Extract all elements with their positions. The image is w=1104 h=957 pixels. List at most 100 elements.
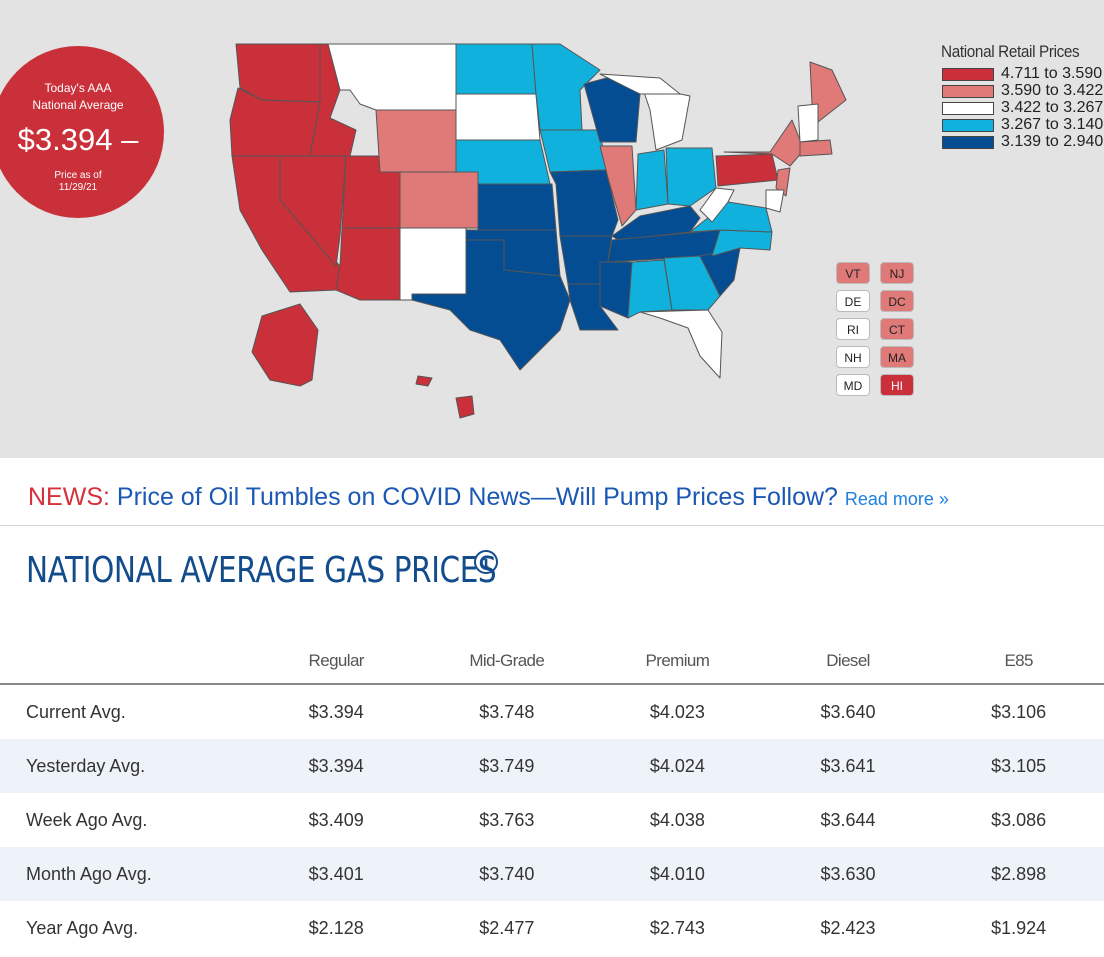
legend-item: 3.590 to 3.422 — [941, 82, 1104, 99]
row-label: Year Ago Avg. — [26, 917, 139, 938]
state-md-de — [765, 189, 785, 213]
column-header: E85 — [933, 638, 1104, 685]
price-cell: $2.743 — [649, 917, 705, 938]
badge-asof-date: 11/29/21 — [58, 182, 98, 193]
news-tag: NEWS: — [28, 483, 110, 511]
state-sd — [455, 93, 541, 141]
state-mt — [327, 43, 457, 111]
state-chip-nj[interactable]: NJ — [880, 262, 914, 284]
price-cell: $2.423 — [820, 917, 876, 938]
read-more-link[interactable]: Read more » — [844, 489, 949, 509]
column-header: Diesel — [762, 638, 934, 685]
state-me — [809, 61, 847, 123]
legend-item: 3.267 to 3.140 — [941, 116, 1104, 133]
price-cell: $2.477 — [479, 917, 535, 938]
legend-item: 3.422 to 3.267 — [941, 99, 1104, 116]
map-section: Today's AAA National Average $3.394 – Pr… — [0, 0, 1104, 458]
state-mo — [549, 169, 619, 237]
column-header: Regular — [250, 638, 422, 685]
legend-title: National Retail Prices — [941, 42, 1080, 61]
state-nd — [455, 43, 537, 95]
state-wy — [375, 109, 457, 173]
price-cell: $3.086 — [991, 809, 1047, 830]
table-header-row: Regular Mid-Grade Premium Diesel E85 — [0, 638, 1104, 685]
legend-swatch — [942, 136, 994, 149]
state-ak — [251, 303, 319, 387]
price-cell: $3.401 — [250, 847, 422, 901]
legend-range-label: 3.267 to 3.140 — [1001, 116, 1104, 133]
state-chip-hi[interactable]: HI — [880, 374, 914, 396]
legend-item: 4.711 to 3.590 — [941, 65, 1104, 82]
price-legend: National Retail Prices 4.711 to 3.590 3.5… — [941, 42, 1104, 150]
price-cell: $3.105 — [933, 739, 1104, 793]
price-cell: $1.924 — [991, 917, 1047, 938]
price-cell: $4.023 — [649, 701, 705, 722]
price-cell: $3.740 — [421, 847, 593, 901]
row-label: Yesterday Avg. — [0, 739, 251, 793]
state-ma — [799, 139, 833, 157]
legend-swatch — [942, 119, 994, 132]
price-cell: $4.010 — [592, 847, 763, 901]
table-row: Week Ago Avg. $3.409 $3.763 $4.038 $3.644 $3.… — [0, 793, 1104, 847]
news-banner: NEWS: Price of Oil Tumbles on COVID News… — [28, 481, 1088, 515]
row-label: Week Ago Avg. — [26, 809, 148, 830]
state-nh-vt — [797, 103, 819, 143]
page-title: NATIONAL AVERAGE GAS PRICES — [26, 550, 497, 591]
state-chip-vt[interactable]: VT — [836, 262, 870, 284]
legend-swatch — [942, 68, 994, 81]
badge-title-line2: National Average — [32, 98, 124, 112]
divider — [0, 525, 1104, 526]
state-tx — [411, 239, 571, 371]
state-chip-nh[interactable]: NH — [836, 346, 870, 368]
legend-range-label: 3.139 to 2.940 — [1001, 133, 1104, 150]
price-cell: $3.394 — [250, 739, 422, 793]
us-price-map[interactable] — [0, 0, 1104, 458]
legend-swatch — [942, 85, 994, 98]
price-cell: $3.763 — [479, 809, 535, 830]
badge-title-line1: Today's AAA — [44, 81, 112, 95]
state-co — [399, 171, 479, 229]
legend-range-label: 4.711 to 3.590 — [1001, 65, 1103, 82]
state-mn — [531, 43, 601, 131]
table-row: Yesterday Avg. $3.394 $3.749 $4.024 $3.641 $3… — [0, 739, 1104, 793]
state-mi — [641, 85, 691, 151]
state-chip-dc[interactable]: DC — [880, 290, 914, 312]
legend-swatch — [942, 102, 994, 115]
badge-trend-icon: – — [121, 122, 139, 157]
state-chip-de[interactable]: DE — [836, 290, 870, 312]
table-row: Current Avg. $3.394 $3.748 $4.023 $3.640 $3.1… — [0, 684, 1104, 739]
badge-asof-label: Price as of — [54, 170, 102, 181]
price-cell: $3.748 — [479, 701, 535, 722]
price-cell: $2.128 — [308, 917, 364, 938]
row-label: Current Avg. — [26, 701, 126, 722]
state-chip-ma[interactable]: MA — [880, 346, 914, 368]
news-headline[interactable]: Price of Oil Tumbles on COVID News—Will … — [116, 483, 838, 511]
state-az — [335, 227, 401, 301]
price-cell: $3.409 — [308, 809, 364, 830]
state-ia — [539, 129, 607, 173]
state-chip-ct[interactable]: CT — [880, 318, 914, 340]
state-hi — [415, 375, 475, 419]
state-nm — [399, 227, 467, 301]
state-ga — [663, 255, 721, 311]
state-in — [635, 149, 669, 211]
price-cell: $3.641 — [762, 739, 934, 793]
price-cell: $4.024 — [592, 739, 763, 793]
price-cell: $4.038 — [649, 809, 705, 830]
price-cell: $2.898 — [933, 847, 1104, 901]
state-al — [627, 259, 673, 319]
state-pa — [715, 153, 779, 187]
price-cell: $3.644 — [820, 809, 876, 830]
legend-range-label: 3.422 to 3.267 — [1001, 99, 1104, 116]
price-cell: $3.630 — [762, 847, 934, 901]
state-il — [599, 145, 637, 227]
state-chip-ri[interactable]: RI — [836, 318, 870, 340]
national-average-badge: Today's AAA National Average $3.394 – Pr… — [0, 46, 164, 218]
state-ms — [599, 261, 633, 319]
price-cell: $3.749 — [421, 739, 593, 793]
legend-item: 3.139 to 2.940 — [941, 133, 1104, 150]
price-cell: $3.640 — [820, 701, 876, 722]
state-chip-md[interactable]: MD — [836, 374, 870, 396]
info-icon[interactable]: i — [474, 550, 498, 574]
table-row: Year Ago Avg. $2.128 $2.477 $2.743 $2.423 $1.… — [0, 901, 1104, 955]
